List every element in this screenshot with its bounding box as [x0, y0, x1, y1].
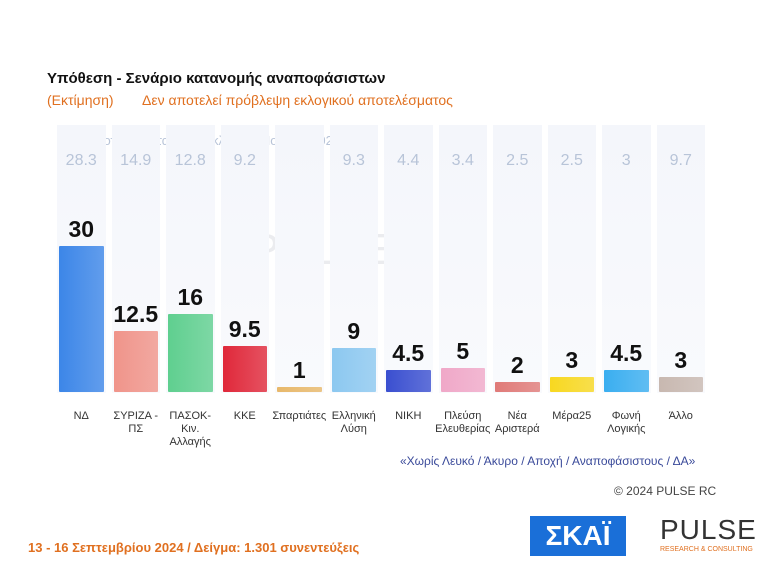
survey-info: 13 - 16 Σεπτεμβρίου 2024 / Δείγμα: 1.301… [28, 540, 360, 555]
column-background [275, 125, 324, 393]
bar [222, 345, 267, 392]
bar [386, 370, 431, 392]
value-label: 30 [68, 215, 95, 242]
bar [495, 382, 540, 392]
category-label: ΚΚΕ [233, 410, 256, 422]
reference-value: 4.4 [397, 152, 420, 169]
category-label: Ελληνική Λύση [331, 410, 376, 435]
reference-value: 9.2 [233, 152, 256, 169]
reference-value: 9.3 [342, 152, 365, 169]
category-label: ΝΔ [73, 410, 89, 422]
reference-value: 3 [621, 152, 631, 169]
value-label: 9.5 [228, 315, 261, 342]
reference-value: 12.8 [174, 152, 206, 169]
bar [277, 387, 322, 392]
category-label: Σπαρτιάτες [272, 410, 327, 422]
pollster-tagline: RESEARCH & CONSULTING [660, 546, 753, 553]
column-background [656, 125, 705, 393]
category-label: Νέα Αριστερά [494, 410, 540, 435]
reference-value: 2.5 [560, 152, 583, 169]
subtitle: Δεν αποτελεί πρόβλεψη εκλογικού αποτελέσ… [142, 92, 453, 108]
bar [440, 367, 485, 392]
bar [549, 377, 594, 392]
reference-value: 9.7 [669, 152, 692, 169]
column-background [547, 125, 596, 393]
reference-value: 14.9 [120, 152, 152, 169]
value-label: 3 [674, 347, 688, 374]
bar [113, 331, 158, 392]
reference-value: 3.4 [451, 152, 474, 169]
reference-value: 2.5 [506, 152, 529, 169]
value-label: 9 [347, 318, 361, 345]
category-label: ΝΙΚΗ [395, 410, 422, 422]
value-label: 2 [510, 352, 524, 379]
bar [658, 377, 703, 392]
column-background [493, 125, 542, 393]
column-background [384, 125, 433, 393]
bar [168, 314, 213, 392]
value-label: 5 [456, 337, 470, 364]
bar [604, 370, 649, 392]
pollster-logo: PULSE [660, 514, 757, 545]
category-label: Άλλο [668, 410, 693, 422]
column-background [602, 125, 651, 393]
chart-title: Υπόθεση - Σενάριο κατανομής αναποφάσιστω… [47, 70, 386, 87]
value-label: 16 [177, 284, 204, 311]
value-label: 12.5 [113, 301, 159, 328]
column-background [438, 125, 487, 393]
copyright: © 2024 PULSE RC [614, 484, 717, 498]
footnote: «Χωρίς Λευκό / Άκυρο / Αποχή / Αναποφάσι… [400, 454, 696, 468]
value-label: 4.5 [610, 340, 643, 367]
bar [331, 348, 376, 392]
broadcaster-logo: ΣΚΑΪ [530, 516, 626, 556]
bar [59, 245, 104, 392]
value-label: 4.5 [392, 340, 425, 367]
category-label: ΠΑΣΟΚ-Κιν. Αλλαγής [169, 410, 212, 448]
category-label: Φωνή Λογικής [607, 410, 646, 435]
value-label: 3 [565, 347, 579, 374]
reference-value: 28.3 [65, 152, 97, 169]
category-label: Μέρα25 [552, 410, 592, 422]
subtitle-tag: (Εκτίμηση) [47, 92, 114, 108]
category-label: Πλεύση Ελευθερίας [435, 410, 491, 435]
value-label: 1 [292, 357, 306, 384]
category-label: ΣΥΡΙΖΑ - ΠΣ [113, 410, 159, 435]
